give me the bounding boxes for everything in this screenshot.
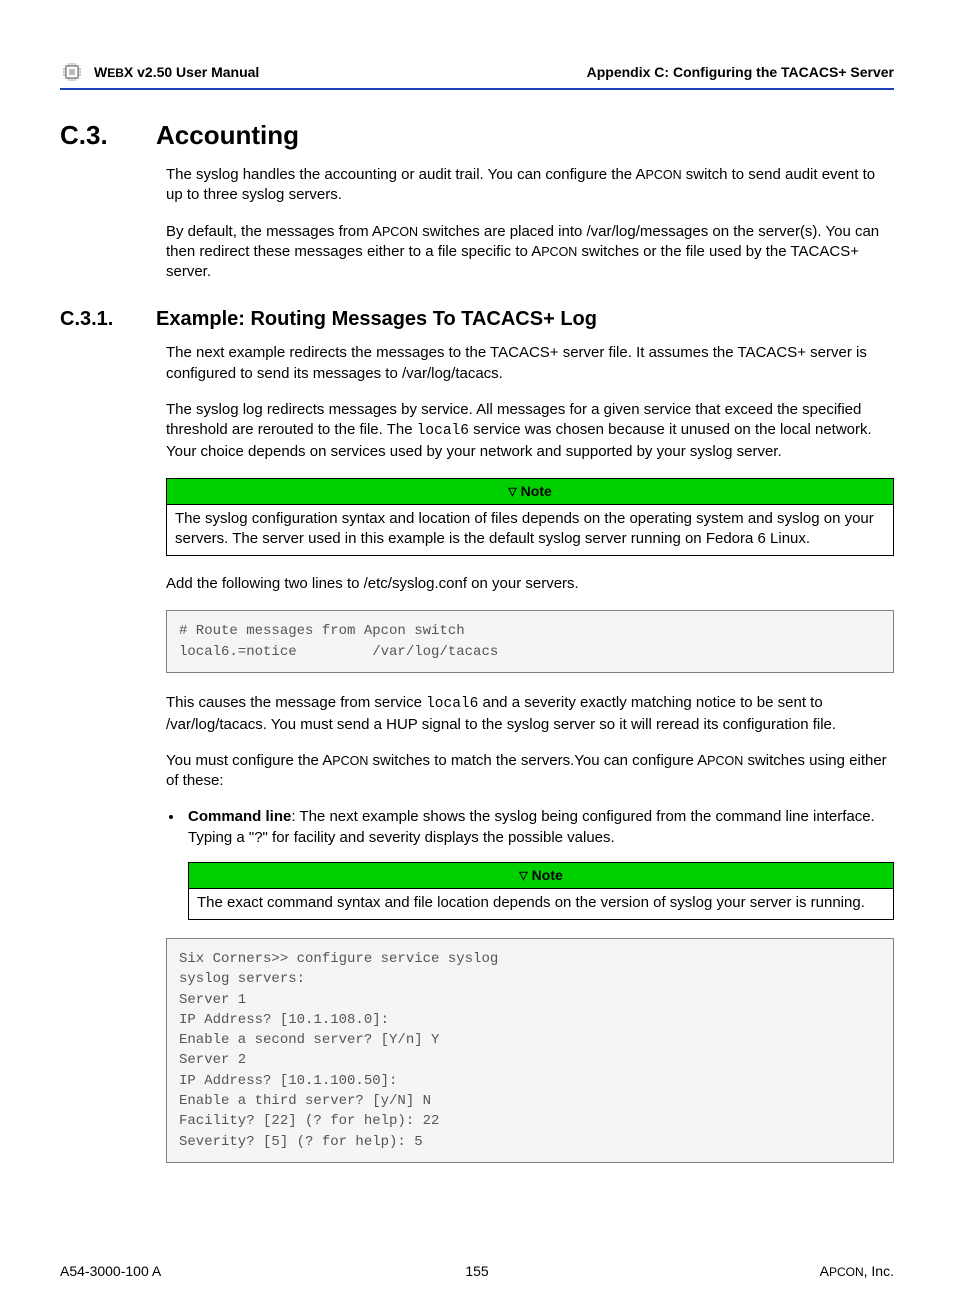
sub-para-4: This causes the message from service loc… [166, 693, 894, 735]
sub-para-3: Add the following two lines to /etc/sysl… [166, 574, 894, 594]
chip-icon [60, 60, 84, 84]
note-box-2: ▽Note The exact command syntax and file … [188, 862, 894, 920]
note-body-1: The syslog configuration syntax and loca… [167, 505, 893, 556]
footer-left: A54-3000-100 A [60, 1263, 338, 1279]
section-para-2: By default, the messages from APCON swit… [166, 222, 894, 283]
section-number: C.3. [60, 120, 156, 151]
note-title-2: ▽Note [189, 863, 893, 889]
bullet-item-1: Command line: The next example shows the… [184, 807, 894, 848]
subsection-title: Example: Routing Messages To TACACS+ Log [156, 308, 597, 330]
section-content: The syslog handles the accounting or aud… [166, 165, 894, 282]
subsection-content: The next example redirects the messages … [166, 343, 894, 1163]
footer-page-number: 155 [338, 1263, 616, 1279]
subsection-number: C.3.1. [60, 308, 156, 331]
footer-right: APCON, Inc. [616, 1263, 894, 1279]
note-icon: ▽ [519, 869, 527, 884]
note-title-1: ▽Note [167, 479, 893, 505]
header-left: WEBX v2.50 User Manual [94, 64, 587, 80]
header-product-eb: EB [107, 66, 124, 80]
note-body-2: The exact command syntax and file locati… [189, 889, 893, 919]
sub-para-1: The next example redirects the messages … [166, 343, 894, 384]
header-product-x: X [124, 64, 133, 80]
subsection-heading: C.3.1.Example: Routing Messages To TACAC… [60, 308, 894, 331]
header-product-w: W [94, 64, 107, 80]
section-heading: C.3.Accounting [60, 120, 894, 151]
code-block-1: # Route messages from Apcon switch local… [166, 610, 894, 673]
note-box-1: ▽Note The syslog configuration syntax an… [166, 478, 894, 556]
sub-para-2: The syslog log redirects messages by ser… [166, 400, 894, 462]
code-block-2: Six Corners>> configure service syslog s… [166, 938, 894, 1163]
note-icon: ▽ [508, 485, 516, 500]
section-title: Accounting [156, 120, 299, 150]
header-right: Appendix C: Configuring the TACACS+ Serv… [587, 64, 894, 80]
page-header: WEBX v2.50 User Manual Appendix C: Confi… [60, 60, 894, 90]
section-para-1: The syslog handles the accounting or aud… [166, 165, 894, 206]
bullet-list: Command line: The next example shows the… [166, 807, 894, 848]
sub-para-5: You must configure the APCON switches to… [166, 751, 894, 792]
header-version: v2.50 User Manual [133, 64, 259, 80]
page-footer: A54-3000-100 A 155 APCON, Inc. [0, 1223, 954, 1309]
